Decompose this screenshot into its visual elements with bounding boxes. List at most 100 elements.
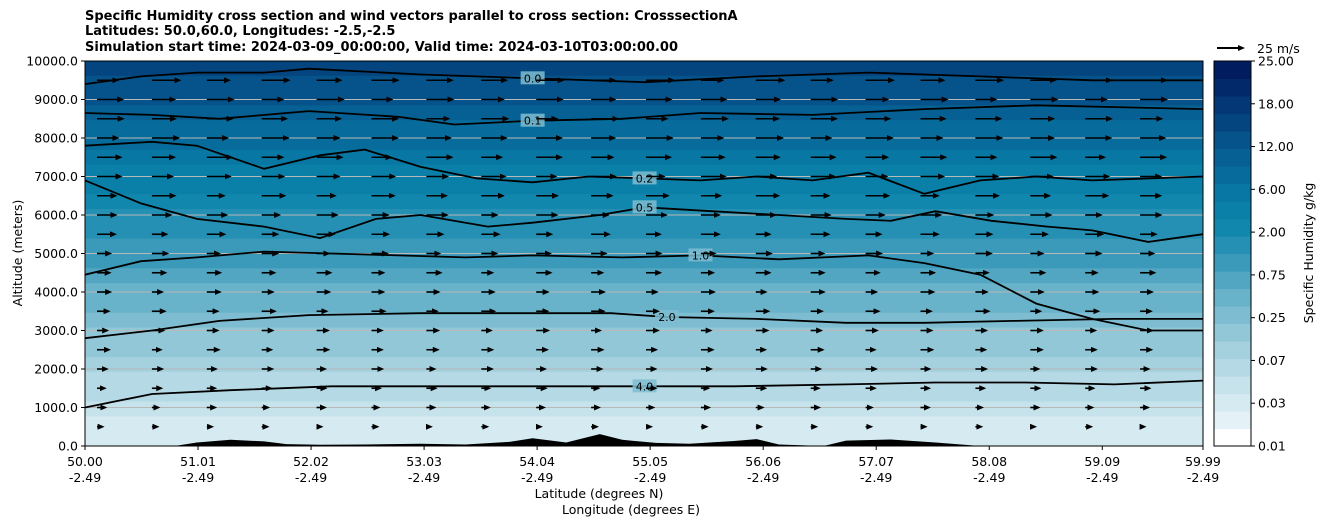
colorbar-segment xyxy=(1214,393,1251,412)
contour-label-bg xyxy=(520,113,545,127)
chart-title-line-2: Latitudes: 50.0,60.0, Longitudes: -2.5,-… xyxy=(85,24,396,39)
wind-reference-label: 25 m/s xyxy=(1257,41,1300,56)
colorbar-segment xyxy=(1214,218,1251,237)
contour-label-bg xyxy=(632,200,657,214)
colorbar-segment xyxy=(1214,376,1251,395)
wind-reference-key: 25 m/s xyxy=(1217,41,1300,56)
colorbar-segment xyxy=(1214,78,1251,97)
y-tick-label: 8000.0 xyxy=(34,131,78,146)
x-tick-label-lon: -2.49 xyxy=(634,470,666,485)
y-tick-label: 0.0 xyxy=(58,439,78,454)
x-tick-label-lat: 56.06 xyxy=(745,454,781,469)
y-axis-label: Altitude (meters) xyxy=(10,200,25,307)
x-tick-label-lon: -2.49 xyxy=(1086,470,1118,485)
x-tick-label-lon: -2.49 xyxy=(860,470,892,485)
contour-label-1.0: 1.0 xyxy=(692,249,710,262)
terrain-fill xyxy=(85,434,1203,446)
x-tick-label-lon: -2.49 xyxy=(747,470,779,485)
humidity-band xyxy=(85,386,1203,403)
contour-label-bg xyxy=(688,248,713,262)
colorbar-tick-label: 0.03 xyxy=(1258,396,1286,411)
colorbar-tick-label: 25.00 xyxy=(1258,54,1294,69)
colorbar-tick-label: 0.07 xyxy=(1258,353,1286,368)
colorbar-label: Specific Humidity g/kg xyxy=(1301,183,1316,324)
humidity-band xyxy=(85,283,1203,299)
colorbar-segment xyxy=(1214,411,1251,430)
colorbar-segment xyxy=(1214,113,1251,132)
y-tick-label: 3000.0 xyxy=(34,323,78,338)
x-tick-label-lon: -2.49 xyxy=(408,470,440,485)
contour-label-0.5: 0.5 xyxy=(636,201,654,214)
colorbar-frame xyxy=(1213,60,1252,447)
contour-label-2.0: 2.0 xyxy=(658,311,676,324)
x-tick-label-lat: 54.04 xyxy=(519,454,555,469)
x-tick-label-lon: -2.49 xyxy=(182,470,214,485)
colorbar-segment xyxy=(1214,428,1251,447)
humidity-band xyxy=(85,253,1203,270)
y-tick-label: 4000.0 xyxy=(34,285,78,300)
colorbar-tick-label: 0.25 xyxy=(1258,310,1286,325)
humidity-band xyxy=(85,223,1203,240)
terrain-silhouette xyxy=(85,434,1203,446)
y-tick-label: 5000.0 xyxy=(34,246,78,261)
colorbar-segment xyxy=(1214,253,1251,272)
colorbar-segment xyxy=(1214,201,1251,220)
x-tick-label-lat: 53.03 xyxy=(406,454,442,469)
colorbar-segment xyxy=(1214,131,1251,150)
y-tick-label: 2000.0 xyxy=(34,362,78,377)
y-tick-label: 6000.0 xyxy=(34,208,78,223)
colorbar-segment xyxy=(1214,288,1251,307)
x-tick-label-lat: 58.08 xyxy=(971,454,1007,469)
x-tick-label-lat: 57.07 xyxy=(858,454,894,469)
colorbar-segment xyxy=(1214,358,1251,377)
colorbar-tick-label: 0.01 xyxy=(1258,439,1286,454)
humidity-band xyxy=(85,120,1203,137)
x-tick-label-lat: 59.09 xyxy=(1084,454,1120,469)
humidity-band xyxy=(85,401,1203,418)
humidity-band xyxy=(85,416,1203,433)
x-tick-label-lat: 52.02 xyxy=(293,454,329,469)
colorbar-tick-label: 6.00 xyxy=(1258,182,1286,197)
x-tick-label-lat: 51.01 xyxy=(180,454,216,469)
colorbar: 0.01 0.03 0.07 0.25 0.75 2.00 6.00 12.00 18.00 25… xyxy=(1213,54,1294,454)
x-tick-label-lat: 55.05 xyxy=(632,454,668,469)
x-tick-label-lon: -2.49 xyxy=(1187,470,1219,485)
contour-label-0.1: 0.1 xyxy=(524,115,542,128)
y-tick-label: 1000.0 xyxy=(34,400,78,415)
y-axis: 0.0 1000.0 2000.0 3000.0 4000.0 5000.0 6000.0 7… xyxy=(26,54,85,454)
humidity-band xyxy=(85,135,1203,151)
x-axis-label-longitude: Longitude (degrees E) xyxy=(562,502,700,517)
y-tick-label: 10000.0 xyxy=(26,54,78,69)
humidity-band xyxy=(85,357,1203,373)
colorbar-segment xyxy=(1214,61,1251,80)
contour-label-bg xyxy=(654,310,679,324)
colorbar-segment xyxy=(1214,166,1251,185)
x-tick-label-lon: -2.49 xyxy=(295,470,327,485)
contour-lines: 0.0 0.1 0.2 0.5 1.0 2.0 4.0 xyxy=(85,67,1203,409)
humidity-band xyxy=(85,179,1203,196)
humidity-fill-layer xyxy=(85,61,1203,446)
colorbar-segment xyxy=(1214,271,1251,290)
x-tick-label-lon: -2.49 xyxy=(521,470,553,485)
colorbar-segment xyxy=(1214,306,1251,325)
x-tick-label-lon: -2.49 xyxy=(69,470,101,485)
humidity-band xyxy=(85,312,1203,329)
x-tick-label-lat: 50.00 xyxy=(67,454,103,469)
colorbar-tick-label: 18.00 xyxy=(1258,96,1294,111)
y-tick-label: 7000.0 xyxy=(34,169,78,184)
colorbar-segment xyxy=(1214,323,1251,342)
contour-label-0.0: 0.0 xyxy=(524,72,542,85)
humidity-band xyxy=(85,327,1203,344)
humidity-band xyxy=(85,342,1203,359)
wind-vectors xyxy=(97,77,1169,430)
y-tick-label: 9000.0 xyxy=(34,92,78,107)
contour-label-bg xyxy=(632,171,657,185)
x-tick-label-lon: -2.49 xyxy=(973,470,1005,485)
contour-label-0.2: 0.2 xyxy=(636,172,654,185)
colorbar-tick-label: 12.00 xyxy=(1258,139,1294,154)
chart-title-line-1: Specific Humidity cross section and wind… xyxy=(85,9,738,24)
humidity-band xyxy=(85,149,1203,166)
colorbar-segment xyxy=(1214,183,1251,202)
plot-area: 0.0 0.1 0.2 0.5 1.0 2.0 4.0 xyxy=(84,60,1204,447)
